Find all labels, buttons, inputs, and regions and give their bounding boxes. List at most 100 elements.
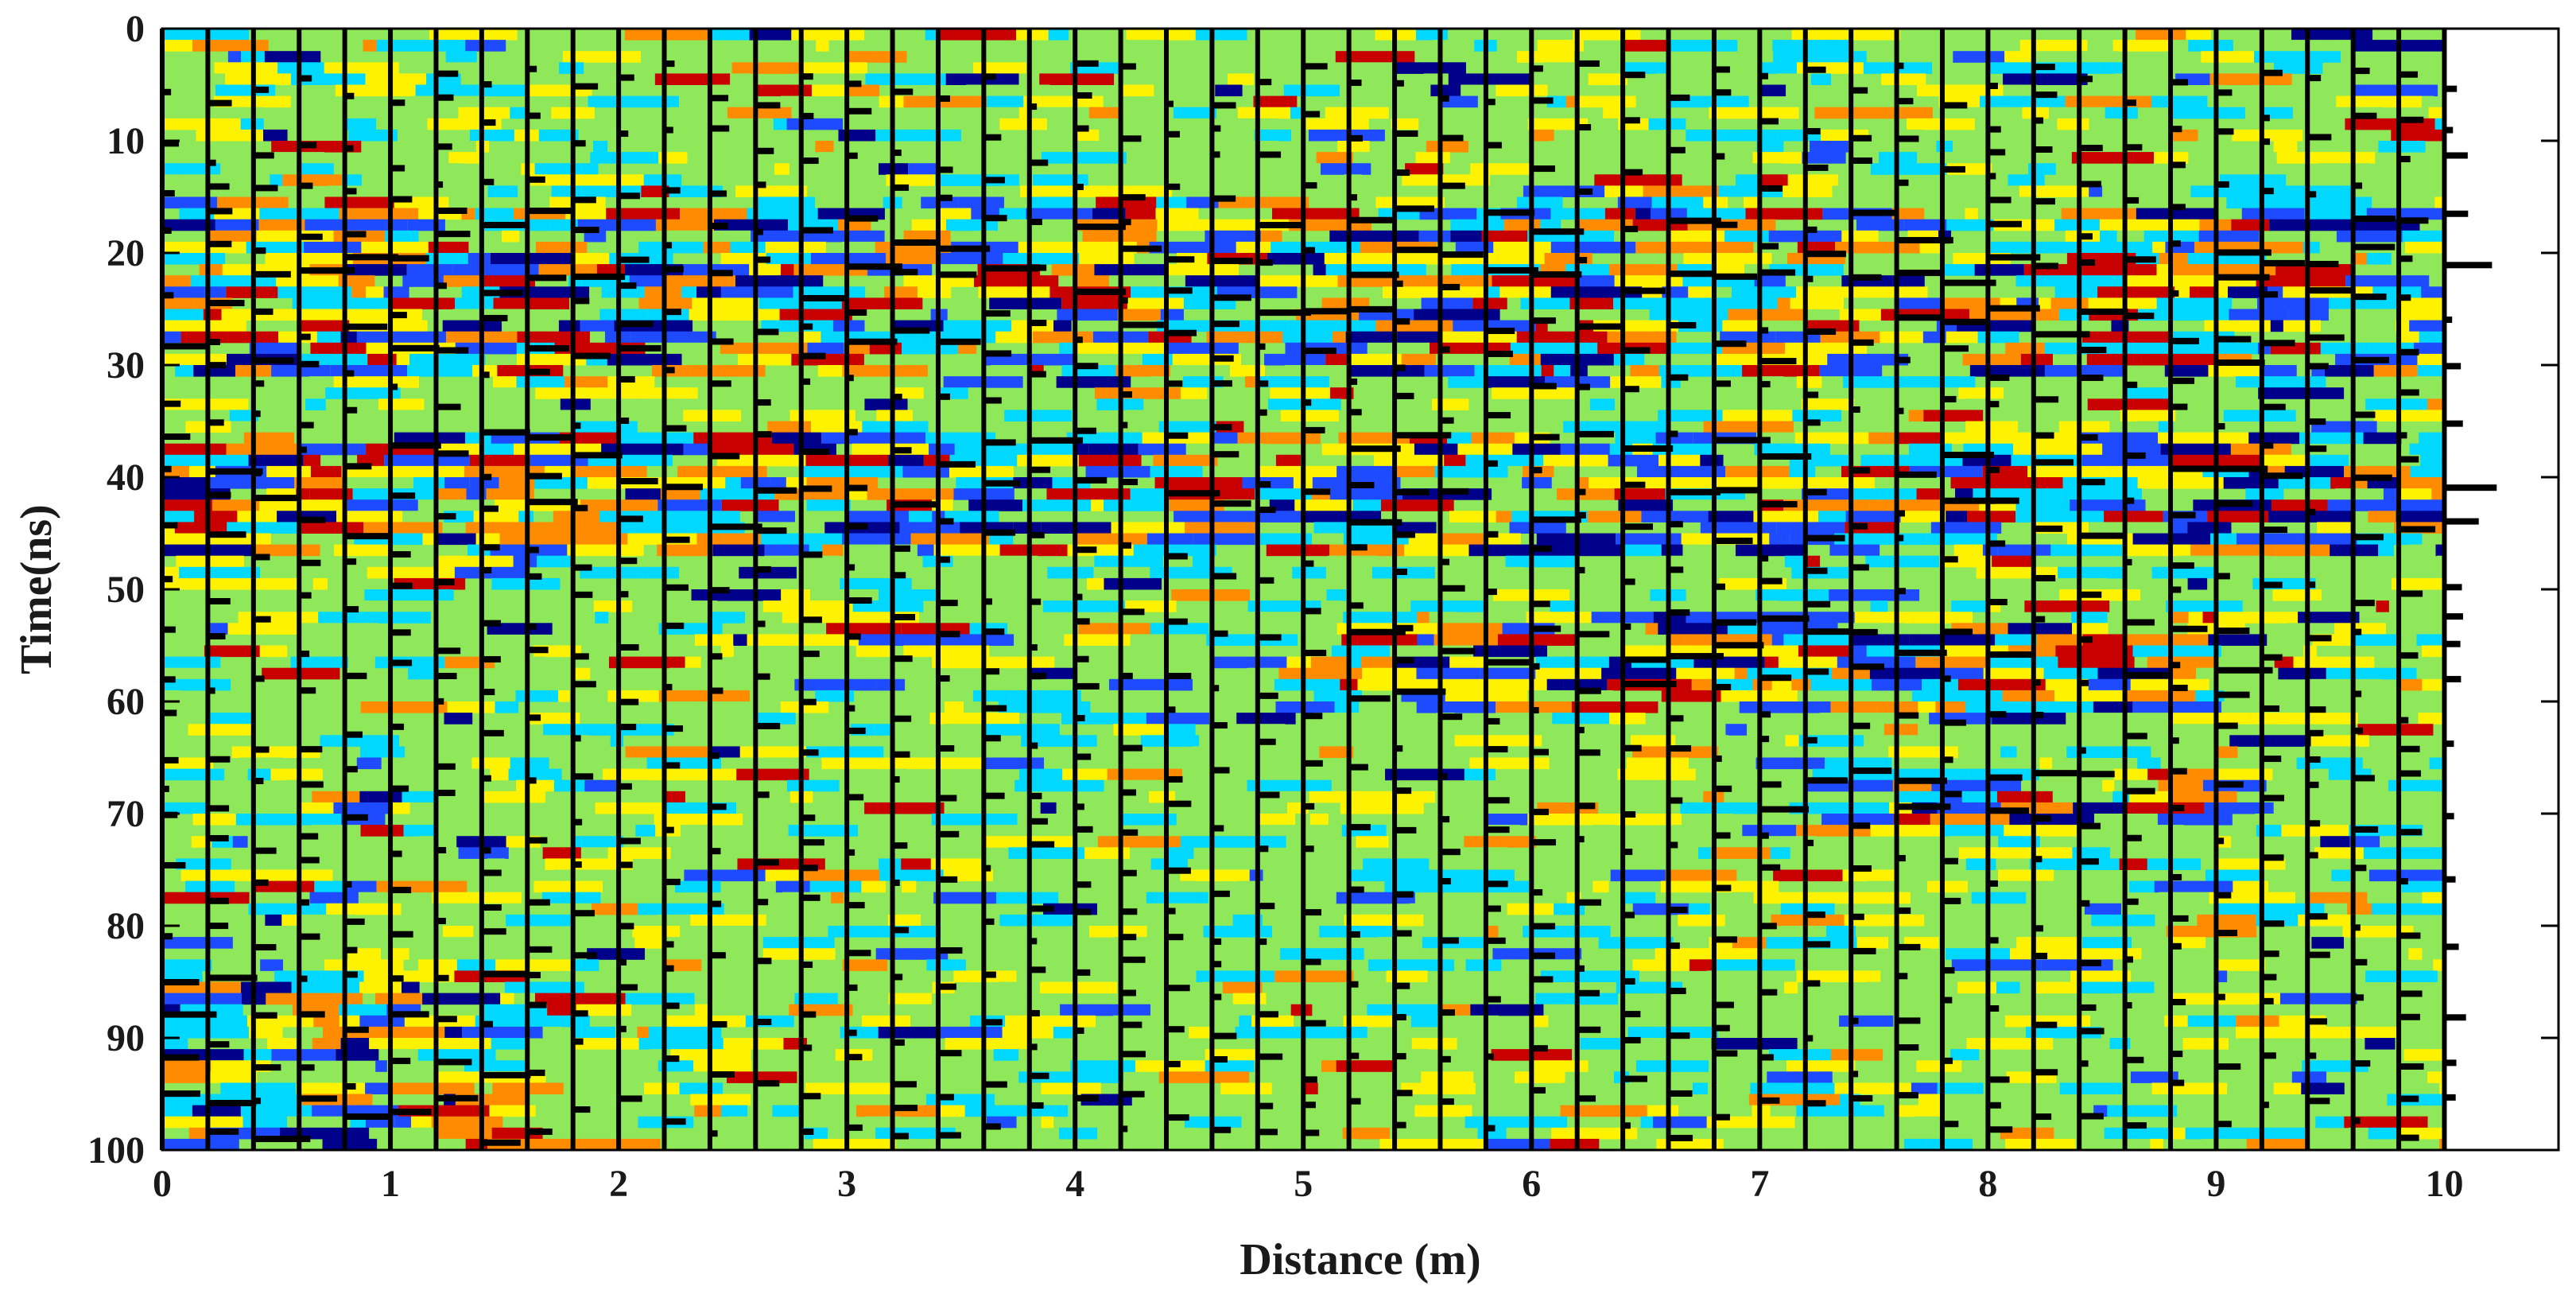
radargram-cell	[1688, 286, 1716, 298]
radargram-cell	[2378, 141, 2426, 153]
trace-wiggle	[892, 447, 912, 454]
radargram-cell	[1345, 331, 1398, 344]
trace-wiggle	[1851, 822, 1871, 830]
radargram-cell	[2260, 544, 2276, 557]
radargram-cell	[2020, 353, 2053, 366]
radargram-cell	[2204, 320, 2271, 332]
radargram-cell	[2024, 600, 2110, 612]
radargram-cell	[2285, 858, 2349, 870]
trace-wiggle	[1851, 209, 1899, 216]
radargram-cell	[2004, 51, 2033, 63]
radargram-cell	[2113, 73, 2176, 85]
radargram-cell	[1926, 1138, 1973, 1150]
trace-wiggle	[2033, 712, 2044, 719]
radargram-cell	[471, 757, 510, 770]
radargram-cell	[966, 84, 1050, 97]
radargram-cell	[1715, 264, 1745, 276]
radargram-cell	[1417, 612, 1430, 624]
radargram-cell	[1772, 40, 1854, 52]
trace-wiggle	[1395, 531, 1416, 538]
trace-wiggle	[208, 923, 229, 930]
trace-wiggle	[1851, 523, 1868, 530]
radargram-cell	[358, 735, 399, 747]
radargram-cell	[2320, 836, 2350, 848]
radargram-cell	[2268, 511, 2355, 523]
radargram-cell	[1547, 84, 1574, 97]
radargram-cell	[683, 443, 712, 456]
trace-wiggle	[253, 1136, 311, 1143]
radargram-cell	[1146, 892, 1159, 904]
radargram-cell	[794, 678, 877, 691]
trace-wiggle	[253, 86, 270, 93]
radargram-cell	[1454, 847, 1507, 859]
radargram-cell	[1571, 701, 1658, 713]
trace-wiggle	[481, 81, 492, 88]
radargram-cell	[1604, 208, 1635, 220]
radargram-cell	[1418, 230, 1451, 243]
radargram-cell	[1623, 40, 1669, 52]
trace-wiggle	[1029, 103, 1038, 111]
radargram-cell	[736, 768, 809, 781]
radargram-cell	[899, 522, 960, 534]
trace-wiggle	[1668, 653, 1724, 660]
radargram-cell	[486, 488, 534, 500]
trace-wiggle	[1120, 321, 1164, 328]
radargram-cell	[1560, 443, 1610, 456]
radargram-cell	[1125, 914, 1149, 927]
radargram-cell	[2029, 858, 2120, 870]
trace-wiggle	[1075, 1094, 1099, 1102]
radargram-cell	[762, 937, 835, 949]
trace-wiggle	[892, 842, 908, 849]
trace-wiggle	[253, 308, 274, 315]
radargram-cell	[192, 814, 236, 826]
radargram-cell	[313, 1015, 339, 1028]
radargram-cell	[324, 62, 399, 74]
trace-wiggle	[2261, 654, 2283, 661]
radargram-cell	[493, 376, 517, 388]
trace-wiggle	[892, 394, 902, 401]
radargram-cell	[2409, 443, 2445, 456]
radargram-cell	[2027, 465, 2111, 478]
trace-wiggle	[709, 95, 729, 102]
radargram-cell	[563, 757, 607, 770]
radargram-cell	[2398, 309, 2445, 321]
radargram-cell	[1343, 533, 1398, 546]
trace-wiggle	[299, 422, 314, 429]
radargram-cell	[429, 152, 449, 164]
trace-wiggle	[1942, 1121, 1959, 1128]
trace-wiggle	[1075, 593, 1083, 600]
radargram-cell	[1126, 29, 1196, 41]
radargram-cell	[2398, 1026, 2422, 1039]
radargram-cell	[2190, 286, 2214, 298]
trace-wiggle	[1303, 426, 1325, 433]
radargram-cell	[618, 522, 696, 534]
trace-wiggle	[481, 544, 500, 551]
radargram-cell	[2104, 511, 2163, 523]
radargram-cell	[900, 152, 955, 164]
radargram-cell	[2229, 735, 2311, 747]
radargram-cell	[2330, 477, 2353, 489]
radargram-cell	[1309, 791, 1382, 803]
trace-wiggle	[2353, 293, 2387, 301]
radargram-cell	[297, 163, 334, 175]
radargram-cell	[211, 499, 260, 511]
trace-wiggle	[1212, 938, 1222, 945]
trace-wiggle	[801, 962, 813, 969]
trace-wiggle	[299, 516, 326, 523]
radargram-cell	[392, 948, 409, 960]
radargram-cell	[1222, 981, 1263, 994]
radargram-cell	[407, 219, 445, 231]
trace-wiggle	[709, 380, 731, 387]
trace-wiggle	[1348, 764, 1368, 771]
trace-wiggle	[847, 523, 868, 530]
trace-wiggle	[1896, 973, 1908, 980]
radargram-cell	[412, 95, 479, 108]
trace-wiggle	[527, 274, 567, 282]
trace-wiggle	[1713, 642, 1764, 649]
radargram-cell	[1162, 1015, 1240, 1028]
trace-wiggle	[1029, 598, 1042, 605]
trace-wiggle	[1075, 223, 1126, 231]
trace-wiggle	[527, 714, 541, 721]
radargram-cell	[1961, 791, 1997, 803]
trace-wiggle	[572, 910, 595, 917]
